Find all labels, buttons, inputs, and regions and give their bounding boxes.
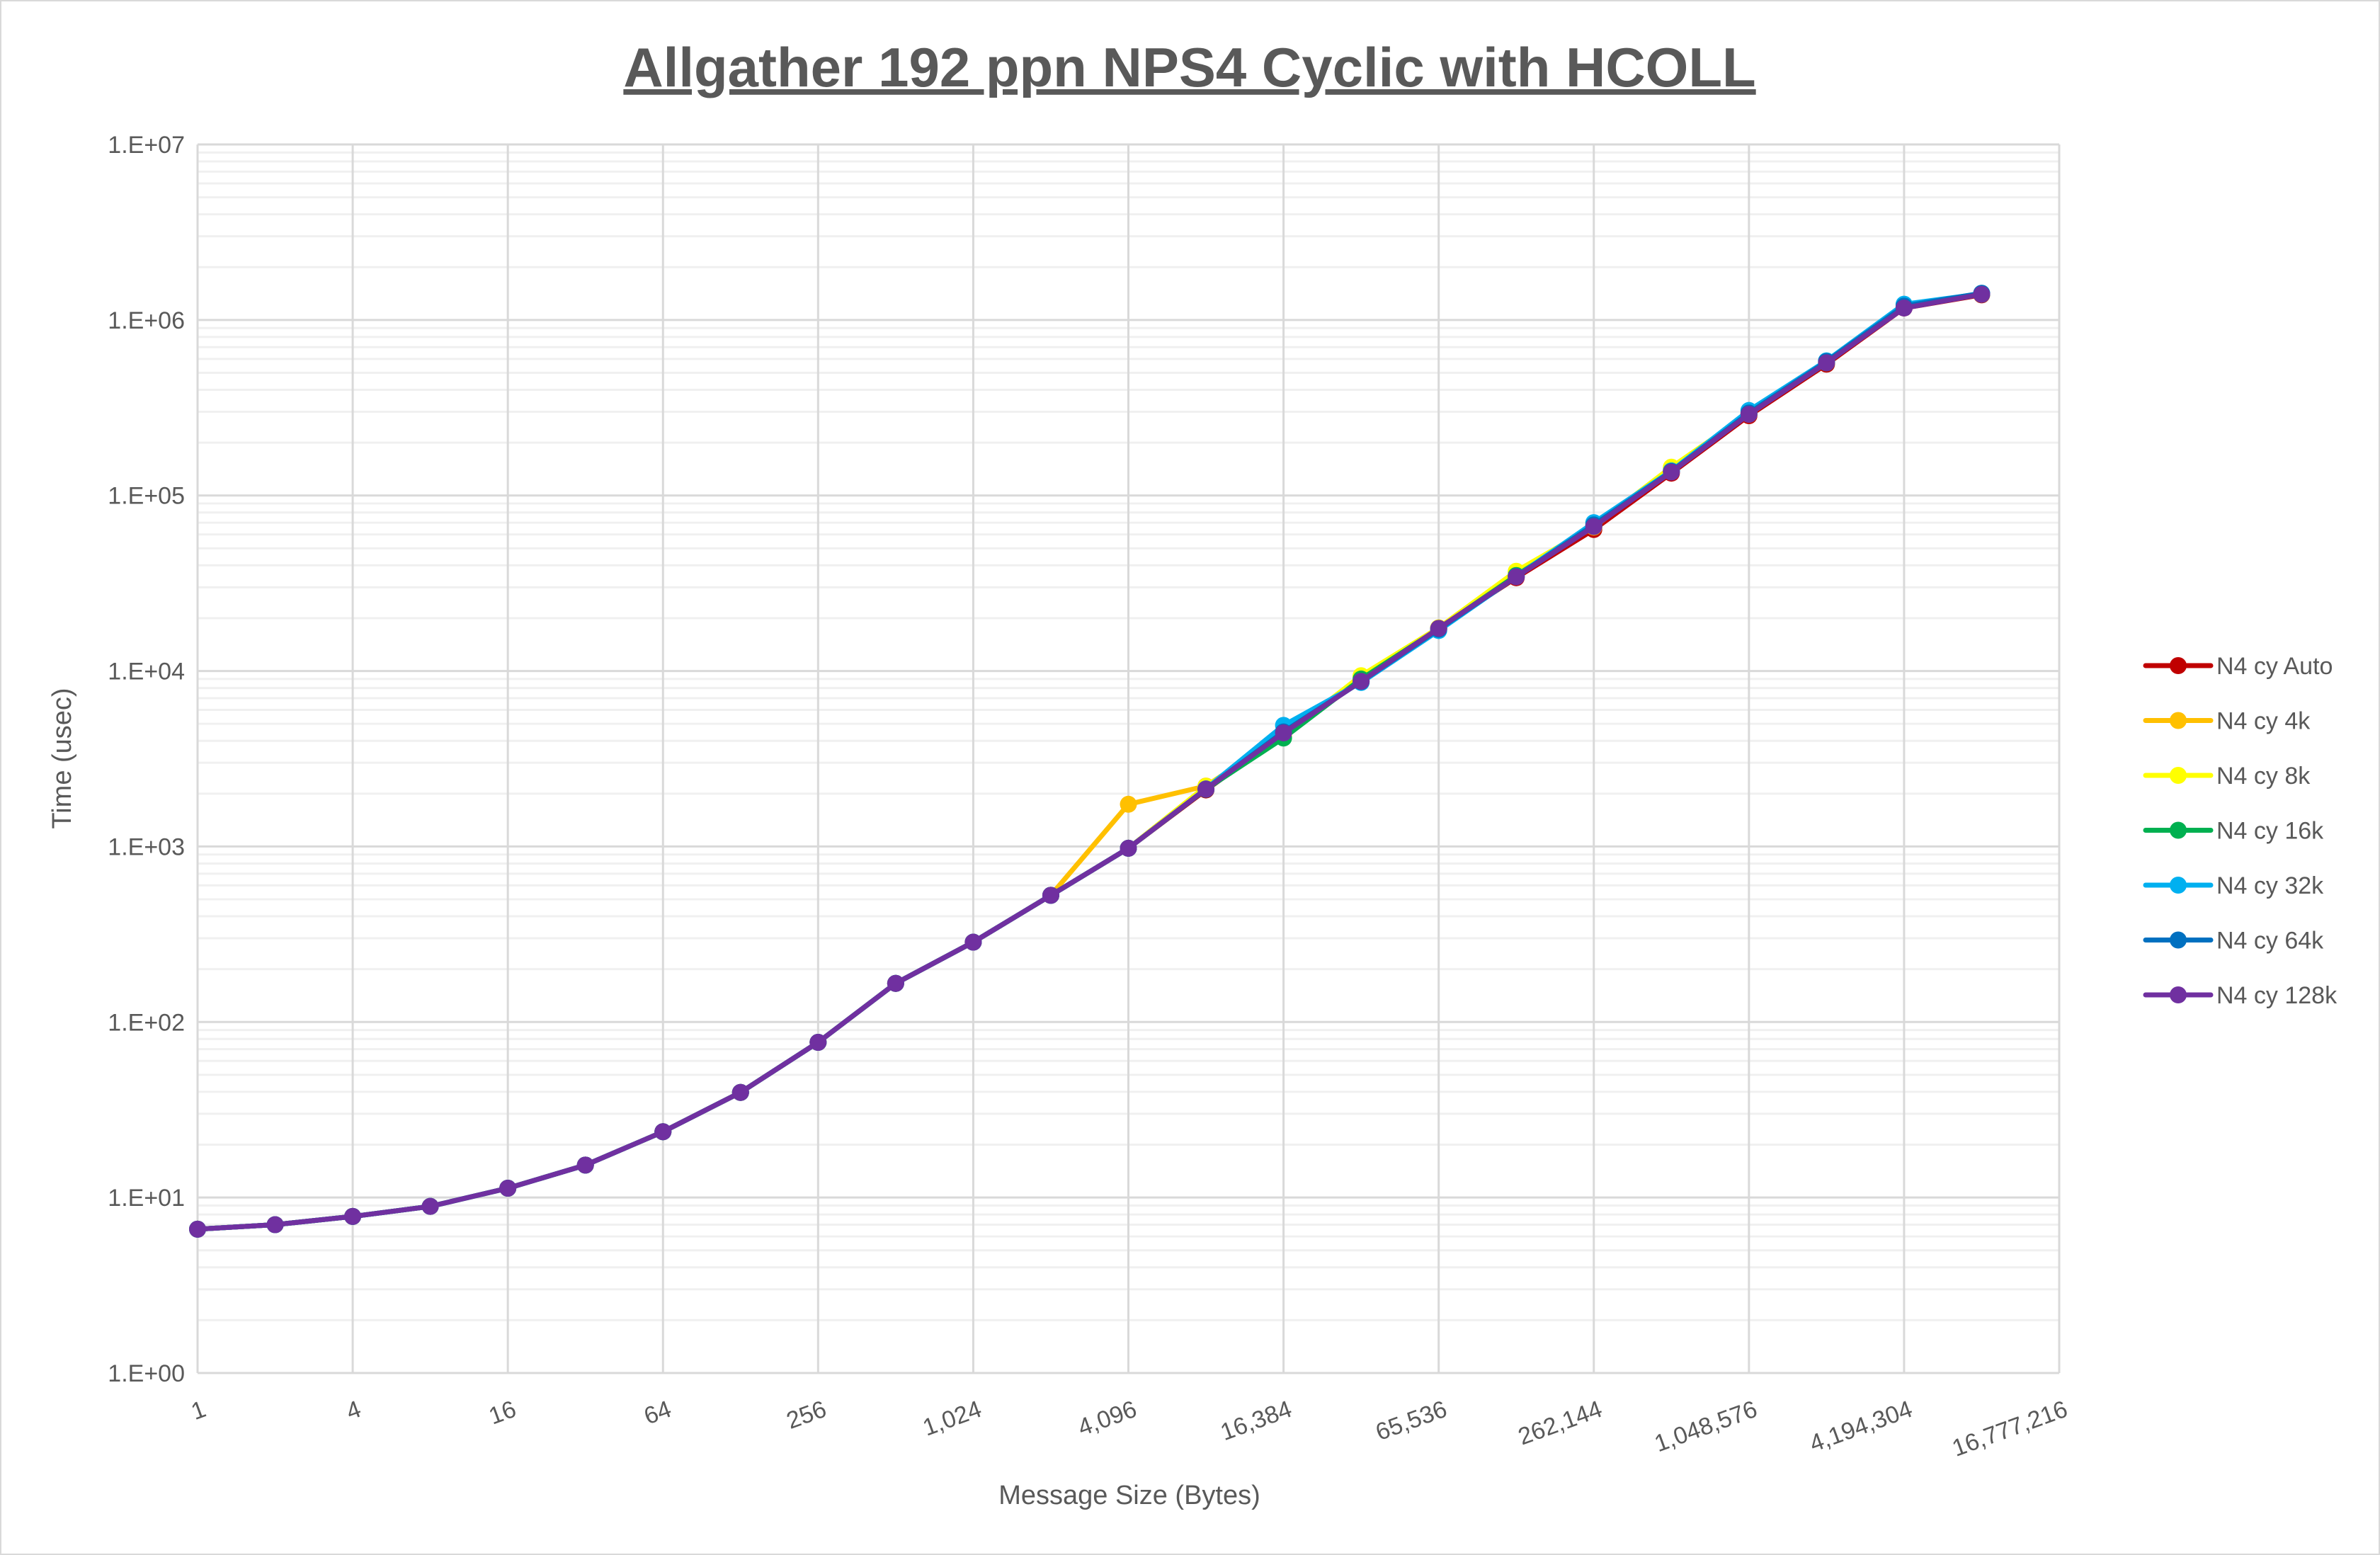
legend-marker	[2170, 712, 2187, 729]
y-tick-label: 1.E+06	[108, 307, 185, 334]
data-point	[344, 1207, 362, 1225]
x-tick-label: 1,024	[919, 1396, 985, 1442]
y-tick-label: 1.E+07	[108, 132, 185, 159]
data-point	[421, 1197, 439, 1215]
data-point	[1120, 839, 1137, 857]
x-tick-label: 4,194,304	[1806, 1396, 1916, 1457]
data-point	[1818, 354, 1835, 372]
legend-entry: N4 cy 8k	[2143, 763, 2311, 790]
data-point	[1973, 285, 1991, 303]
legend-entry: N4 cy Auto	[2143, 653, 2333, 680]
x-tick-label: 256	[783, 1396, 830, 1435]
series-n4-cy-32k	[189, 285, 1991, 1238]
y-tick-label: 1.E+05	[108, 483, 185, 510]
series-line	[197, 292, 1983, 1232]
series-n4-cy-64k	[189, 285, 1991, 1238]
series-lines	[189, 285, 1991, 1238]
y-tick-label: 1.E+02	[108, 1009, 185, 1036]
legend-label: N4 cy 32k	[2216, 872, 2324, 899]
x-axis-ticks: 1 4 16 64 256 1,024 4,096 16,384 65,536 262,144 1,…	[188, 1396, 2071, 1462]
y-axis-label: Time (usec)	[47, 688, 77, 828]
legend-marker	[2170, 877, 2187, 894]
legend-label: N4 cy 64k	[2216, 928, 2324, 955]
legend-label: N4 cy Auto	[2216, 653, 2333, 680]
legend-entry: N4 cy 32k	[2143, 872, 2324, 899]
data-point	[266, 1216, 284, 1234]
x-tick-label: 1,048,576	[1651, 1396, 1760, 1457]
x-tick-label: 16,384	[1217, 1396, 1296, 1446]
data-point	[1508, 568, 1525, 586]
x-tick-label: 262,144	[1515, 1396, 1605, 1451]
x-tick-label: 16	[485, 1396, 520, 1430]
x-axis-label: Message Size (Bytes)	[998, 1481, 1260, 1510]
legend-marker	[2170, 657, 2187, 674]
data-point	[1197, 780, 1215, 798]
series-line	[197, 291, 1982, 1232]
y-tick-label: 1.E+03	[108, 833, 185, 860]
data-point	[809, 1033, 827, 1051]
series-line	[197, 290, 1983, 1232]
data-point	[1275, 724, 1292, 741]
x-tick-label: 16,777,216	[1949, 1396, 2071, 1462]
legend-marker	[2170, 931, 2187, 949]
chart-title: Allgather 192 ppn NPS4 Cyclic with HCOLL	[623, 36, 1755, 98]
data-point	[1120, 795, 1137, 813]
data-point	[1585, 518, 1602, 535]
legend-marker	[2170, 986, 2187, 1003]
data-point	[1042, 887, 1059, 904]
legend-entry: N4 cy 64k	[2143, 928, 2324, 955]
data-point	[576, 1156, 594, 1174]
y-axis-ticks: 1.E+00 1.E+01 1.E+02 1.E+03 1.E+04 1.E+05 1.E+…	[108, 132, 185, 1387]
data-point	[1353, 673, 1370, 690]
x-tick-label: 64	[640, 1396, 675, 1430]
data-point	[1430, 620, 1447, 637]
data-point	[1740, 406, 1758, 423]
y-tick-label: 1.E+04	[108, 659, 185, 685]
data-point	[887, 974, 904, 992]
data-point	[731, 1083, 749, 1101]
gridlines	[196, 143, 2061, 1374]
legend-entry: N4 cy 4k	[2143, 708, 2311, 735]
data-point	[964, 933, 982, 951]
series-n4-cy-128k	[189, 285, 1991, 1238]
legend: N4 cy Auto N4 cy 4k N4 cy 8k N4 cy 16k N4 cy…	[2143, 653, 2338, 1009]
data-point	[1663, 463, 1680, 481]
data-point	[499, 1179, 517, 1197]
legend-marker	[2170, 821, 2187, 839]
legend-label: N4 cy 4k	[2216, 708, 2311, 735]
x-tick-label: 4,096	[1074, 1396, 1140, 1442]
data-point	[1895, 299, 1913, 317]
x-tick-label: 65,536	[1372, 1396, 1451, 1446]
legend-marker	[2170, 767, 2187, 784]
legend-entry: N4 cy 128k	[2143, 982, 2338, 1009]
legend-entry: N4 cy 16k	[2143, 818, 2324, 845]
legend-label: N4 cy 16k	[2216, 818, 2324, 845]
data-point	[189, 1220, 206, 1238]
legend-label: N4 cy 128k	[2216, 982, 2338, 1009]
y-tick-label: 1.E+01	[108, 1185, 185, 1212]
x-tick-label: 4	[343, 1396, 365, 1425]
data-point	[654, 1123, 672, 1141]
legend-label: N4 cy 8k	[2216, 763, 2311, 790]
y-tick-label: 1.E+00	[108, 1360, 185, 1387]
x-tick-label: 1	[188, 1396, 210, 1425]
